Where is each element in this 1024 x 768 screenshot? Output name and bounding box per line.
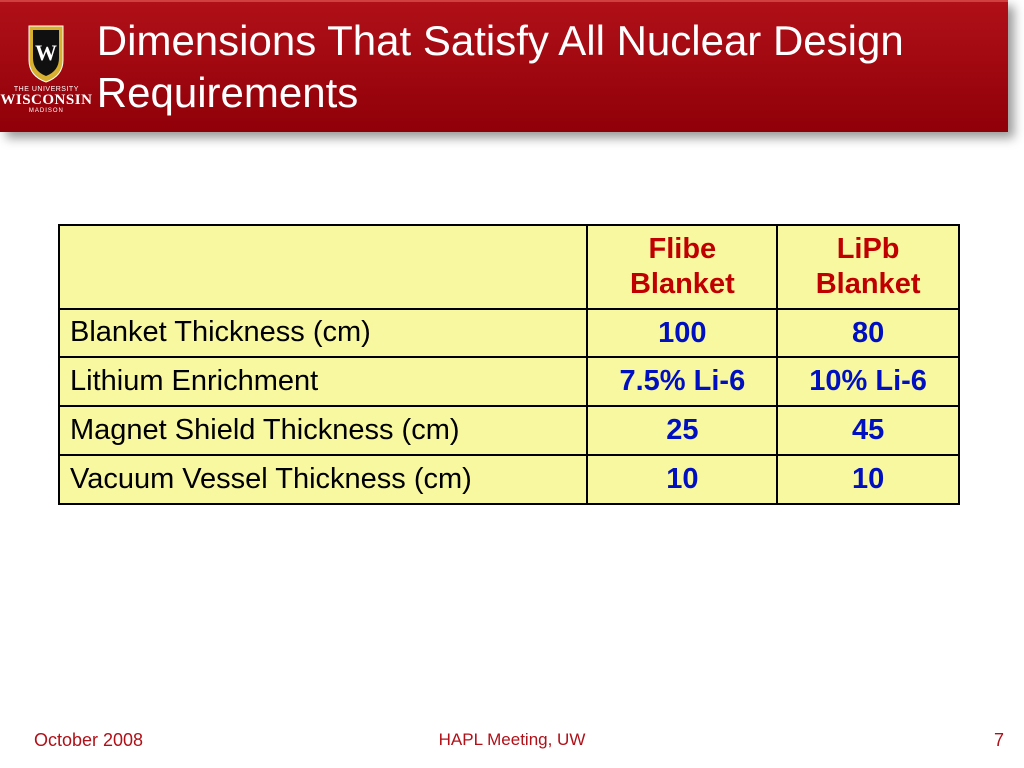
table-row: Vacuum Vessel Thickness (cm) 10 10 [59,455,959,504]
cell-value: 10% Li-6 [777,357,959,406]
svg-text:W: W [35,40,57,65]
row-label: Lithium Enrichment [59,357,587,406]
table-header-row: Flibe Blanket LiPb Blanket [59,225,959,309]
cell-value: 45 [777,406,959,455]
table-row: Magnet Shield Thickness (cm) 25 45 [59,406,959,455]
cell-value: 25 [587,406,777,455]
table-row: Lithium Enrichment 7.5% Li-6 10% Li-6 [59,357,959,406]
row-label: Blanket Thickness (cm) [59,309,587,358]
logo-text: THE UNIVERSITY WISCONSIN MADISON [0,86,92,114]
title-bar: W THE UNIVERSITY WISCONSIN MADISON Dimen… [0,0,1008,132]
cell-value: 10 [777,455,959,504]
row-label: Magnet Shield Thickness (cm) [59,406,587,455]
cell-value: 10 [587,455,777,504]
footer-date: October 2008 [34,730,143,751]
table-row: Blanket Thickness (cm) 100 80 [59,309,959,358]
row-label: Vacuum Vessel Thickness (cm) [59,455,587,504]
cell-value: 80 [777,309,959,358]
header-blank [59,225,587,309]
header-flibe: Flibe Blanket [587,225,777,309]
cell-value: 100 [587,309,777,358]
cell-value: 7.5% Li-6 [587,357,777,406]
header-lipb: LiPb Blanket [777,225,959,309]
university-logo: W THE UNIVERSITY WISCONSIN MADISON [0,1,93,133]
logo-madison: MADISON [0,108,92,114]
dimensions-table: Flibe Blanket LiPb Blanket Blanket Thick… [58,224,960,505]
footer-page-number: 7 [994,730,1004,751]
slide-title: Dimensions That Satisfy All Nuclear Desi… [93,15,1008,120]
crest-icon: W [25,24,67,84]
logo-wisconsin: WISCONSIN [0,93,92,108]
slide-footer: HAPL Meeting, UW October 2008 7 [0,730,1024,754]
footer-center: HAPL Meeting, UW [0,730,1024,750]
